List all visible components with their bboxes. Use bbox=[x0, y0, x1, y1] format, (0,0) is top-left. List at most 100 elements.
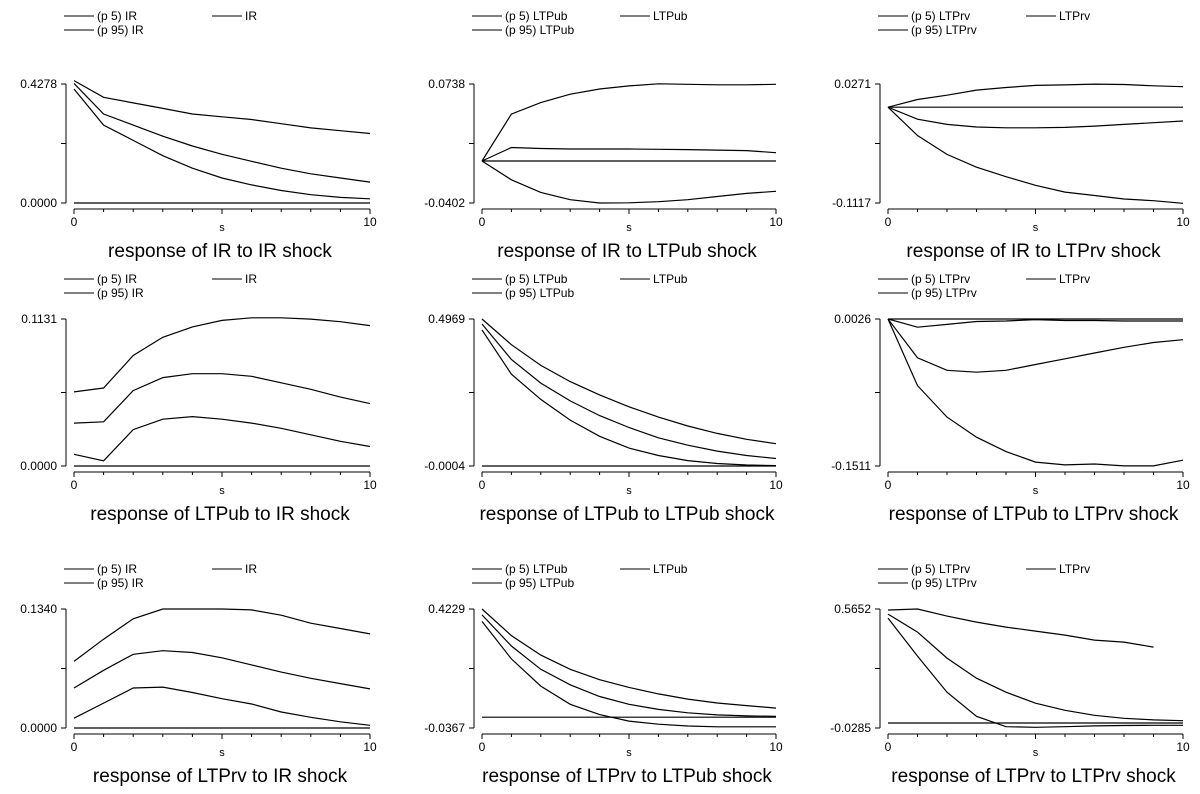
series-line-2 bbox=[887, 613, 1184, 722]
series-line-3 bbox=[481, 621, 776, 728]
y-tick-label: 0.0738 bbox=[428, 77, 465, 91]
x-tick-label: 0 bbox=[71, 478, 78, 492]
x-tick-label: 10 bbox=[1176, 215, 1190, 229]
x-tick-label: 10 bbox=[363, 478, 377, 492]
x-tick-label: 0 bbox=[885, 740, 892, 754]
panel-title: response of LTPub to LTPrv shock bbox=[889, 504, 1179, 525]
y-tick-label: -0.1117 bbox=[832, 196, 871, 210]
x-axis-label: s bbox=[626, 485, 632, 497]
legend-label-1: (p 5) LTPub bbox=[505, 272, 568, 286]
series-line-1 bbox=[887, 318, 1183, 328]
legend-label-2: LTPub bbox=[653, 272, 688, 286]
x-axis-label: s bbox=[1033, 222, 1039, 234]
legend-label-1: (p 5) LTPub bbox=[505, 9, 568, 23]
series-line-2 bbox=[73, 82, 371, 183]
panel-8: (p 5) LTPub LTPub (p 95) LTPub -0.0367 0.422… bbox=[424, 562, 783, 787]
panel-title: response of LTPrv to LTPub shock bbox=[482, 766, 772, 787]
legend-label-1: (p 5) IR bbox=[97, 562, 137, 576]
series-line-1 bbox=[887, 83, 1184, 108]
y-tick-label: 0.4229 bbox=[428, 602, 465, 616]
legend-label-3: (p 95) LTPub bbox=[505, 23, 574, 37]
series-line-1 bbox=[481, 318, 777, 445]
x-axis-label: s bbox=[1033, 485, 1039, 497]
series-line-2 bbox=[481, 146, 777, 162]
legend-label-3: (p 95) LTPrv bbox=[911, 23, 977, 37]
panel-title: response of IR to LTPub shock bbox=[497, 241, 757, 262]
x-axis-label: s bbox=[219, 222, 225, 234]
panel-title: response of LTPrv to IR shock bbox=[93, 766, 348, 787]
panel-6: (p 5) LTPrv LTPrv (p 95) LTPrv -0.1511 0.002… bbox=[831, 272, 1190, 525]
legend-label-2: LTPrv bbox=[1059, 562, 1090, 576]
y-tick-label: 0.4969 bbox=[428, 312, 465, 326]
legend-label-3: (p 95) IR bbox=[97, 286, 144, 300]
panel-title: response of LTPub to LTPub shock bbox=[479, 504, 775, 525]
series-line-1 bbox=[73, 608, 371, 662]
x-tick-label: 0 bbox=[885, 478, 892, 492]
series-line-3 bbox=[73, 415, 371, 462]
y-tick-label: 0.0000 bbox=[20, 459, 57, 473]
x-tick-label: 0 bbox=[71, 215, 78, 229]
y-tick-label: 0.0000 bbox=[20, 721, 57, 735]
series-line-1 bbox=[73, 317, 371, 393]
legend-label-3: (p 95) LTPub bbox=[505, 576, 574, 590]
legend-label-2: IR bbox=[245, 272, 257, 286]
y-tick-label: -0.0004 bbox=[424, 459, 465, 473]
legend-label-1: (p 5) LTPrv bbox=[911, 562, 970, 576]
series-line-1 bbox=[481, 608, 777, 709]
x-axis-label: s bbox=[626, 222, 632, 234]
legend-label-2: LTPub bbox=[653, 562, 688, 576]
legend-label-2: LTPrv bbox=[1059, 9, 1090, 23]
x-tick-label: 0 bbox=[885, 215, 892, 229]
x-tick-label: 10 bbox=[769, 740, 783, 754]
legend-label-2: LTPrv bbox=[1059, 272, 1090, 286]
x-tick-label: 10 bbox=[363, 215, 377, 229]
y-tick-label: 0.0000 bbox=[20, 196, 57, 210]
x-tick-label: 10 bbox=[1176, 740, 1190, 754]
y-tick-label: -0.0402 bbox=[424, 196, 465, 210]
legend-label-3: (p 95) IR bbox=[97, 576, 144, 590]
legend-label-3: (p 95) IR bbox=[97, 23, 144, 37]
panel-1: (p 5) IR IR (p 95) IR 0.0000 0.4278 0 10 s respo… bbox=[20, 9, 377, 262]
series-line-3 bbox=[73, 686, 371, 726]
series-line-4 bbox=[481, 160, 777, 204]
y-tick-label: 0.5652 bbox=[834, 602, 871, 616]
x-axis-label: s bbox=[1033, 747, 1039, 759]
series-line-4 bbox=[887, 106, 1184, 204]
legend-label-2: LTPub bbox=[653, 9, 688, 23]
series-line-3 bbox=[887, 106, 1184, 129]
panel-4: (p 5) IR IR (p 95) IR 0.0000 0.1131 0 10 s respo… bbox=[20, 272, 377, 525]
legend-label-1: (p 5) LTPrv bbox=[911, 9, 970, 23]
legend-label-2: IR bbox=[245, 9, 257, 23]
y-tick-label: 0.1340 bbox=[20, 602, 57, 616]
legend-label-3: (p 95) LTPrv bbox=[911, 576, 977, 590]
y-tick-label: -0.0285 bbox=[830, 721, 871, 735]
y-tick-label: 0.1131 bbox=[21, 312, 57, 326]
legend-label-2: IR bbox=[245, 562, 257, 576]
panel-3: (p 5) LTPrv LTPrv (p 95) LTPrv -0.1117 0.027… bbox=[832, 9, 1190, 262]
x-tick-label: 0 bbox=[71, 740, 78, 754]
panel-2: (p 5) LTPub LTPub (p 95) LTPub -0.0402 0.073… bbox=[424, 9, 783, 262]
x-tick-label: 0 bbox=[479, 215, 486, 229]
y-tick-label: 0.0026 bbox=[834, 312, 871, 326]
series-line-1 bbox=[73, 80, 371, 135]
panel-7: (p 5) IR IR (p 95) IR 0.0000 0.1340 0 10 s respo… bbox=[20, 562, 377, 787]
series-line-3 bbox=[887, 617, 1183, 728]
series-line-2 bbox=[73, 373, 371, 424]
x-tick-label: 10 bbox=[1176, 478, 1190, 492]
series-line-2 bbox=[481, 323, 777, 460]
y-tick-label: -0.0367 bbox=[424, 721, 465, 735]
panel-title: response of LTPrv to LTPrv shock bbox=[891, 766, 1176, 787]
x-tick-label: 10 bbox=[769, 215, 783, 229]
legend-label-3: (p 95) LTPrv bbox=[911, 286, 977, 300]
series-line-2 bbox=[481, 614, 777, 717]
panel-5: (p 5) LTPub LTPub (p 95) LTPub -0.0004 0.496… bbox=[424, 272, 783, 525]
x-tick-label: 10 bbox=[363, 740, 377, 754]
y-tick-label: 0.0271 bbox=[834, 77, 871, 91]
panel-title: response of IR to LTPrv shock bbox=[906, 241, 1161, 262]
y-tick-label: 0.4278 bbox=[20, 77, 57, 91]
x-axis-label: s bbox=[219, 485, 225, 497]
legend-label-1: (p 5) LTPub bbox=[505, 562, 568, 576]
series-line-3 bbox=[481, 329, 777, 467]
series-line-2 bbox=[73, 650, 371, 690]
